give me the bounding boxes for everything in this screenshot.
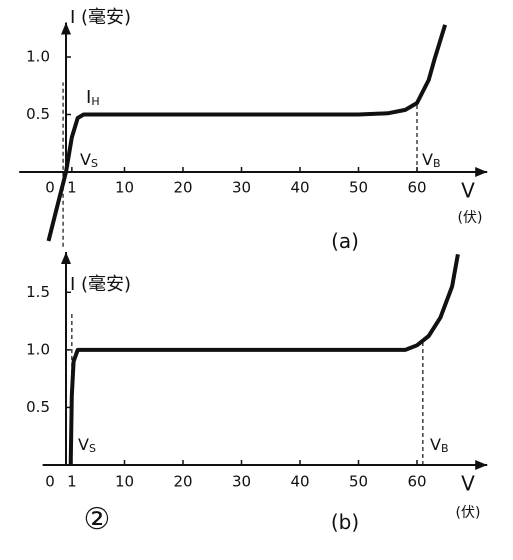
x-tick-label: 10: [115, 179, 134, 197]
annotation: VS: [80, 150, 98, 171]
x-tick-label: 0: [45, 179, 55, 197]
annotation: VB: [430, 435, 449, 456]
x-axis-label: V: [461, 472, 475, 496]
annotation: (b): [331, 510, 359, 534]
annotation-subscript: S: [89, 442, 96, 455]
annotation-text: V: [80, 150, 91, 169]
y-axis-arrow: [61, 252, 71, 264]
annotation-text: V: [422, 150, 433, 169]
x-tick-label: 20: [173, 473, 192, 491]
annotation-text: I: [86, 87, 91, 108]
annotation: IH: [86, 87, 100, 108]
y-tick-label: 1.5: [26, 283, 50, 301]
x-axis-arrow: [475, 460, 488, 470]
x-tick-label: 50: [349, 179, 368, 197]
annotation-subscript: B: [433, 157, 441, 170]
x-tick-label: 60: [407, 473, 426, 491]
x-tick-label: 60: [407, 179, 426, 197]
y-axis-arrow: [61, 22, 71, 35]
x-tick-label: 1: [67, 473, 77, 491]
x-tick-label: 1: [67, 179, 77, 197]
y-tick-label: 0.5: [26, 105, 50, 123]
x-tick-label: 20: [173, 179, 192, 197]
y-tick-label: 0.5: [26, 398, 50, 416]
annotation-subscript: B: [441, 442, 449, 455]
annotation: (a): [331, 229, 359, 253]
y-tick-label: 1.0: [26, 48, 50, 66]
x-tick-label: 30: [232, 179, 251, 197]
y-tick-label: 1.0: [26, 340, 50, 358]
annotation-text: ②: [84, 502, 111, 537]
x-axis-unit: (伏): [458, 210, 483, 226]
x-axis-arrow: [475, 167, 488, 177]
x-tick-label: 10: [115, 473, 134, 491]
annotation: VB: [422, 150, 441, 171]
x-tick-label: 50: [349, 473, 368, 491]
annotation-text: (a): [331, 229, 359, 253]
x-axis-unit: (伏): [456, 505, 481, 521]
annotation-text: (b): [331, 510, 359, 534]
annotation-text: V: [430, 435, 441, 454]
curve: [46, 24, 448, 242]
annotation-subscript: H: [91, 95, 99, 108]
x-axis-label: V: [461, 179, 475, 203]
x-tick-label: 0: [45, 473, 55, 491]
x-tick-label: 40: [290, 179, 309, 197]
x-tick-label: 30: [232, 473, 251, 491]
annotation-text: V: [78, 435, 89, 454]
curve: [68, 253, 460, 466]
annotation-subscript: S: [91, 157, 98, 170]
y-axis-label: I (毫安): [70, 274, 131, 295]
y-axis-label: I (毫安): [70, 7, 131, 28]
annotation: VS: [78, 435, 96, 456]
x-tick-label: 40: [290, 473, 309, 491]
annotation: ②: [84, 502, 111, 537]
